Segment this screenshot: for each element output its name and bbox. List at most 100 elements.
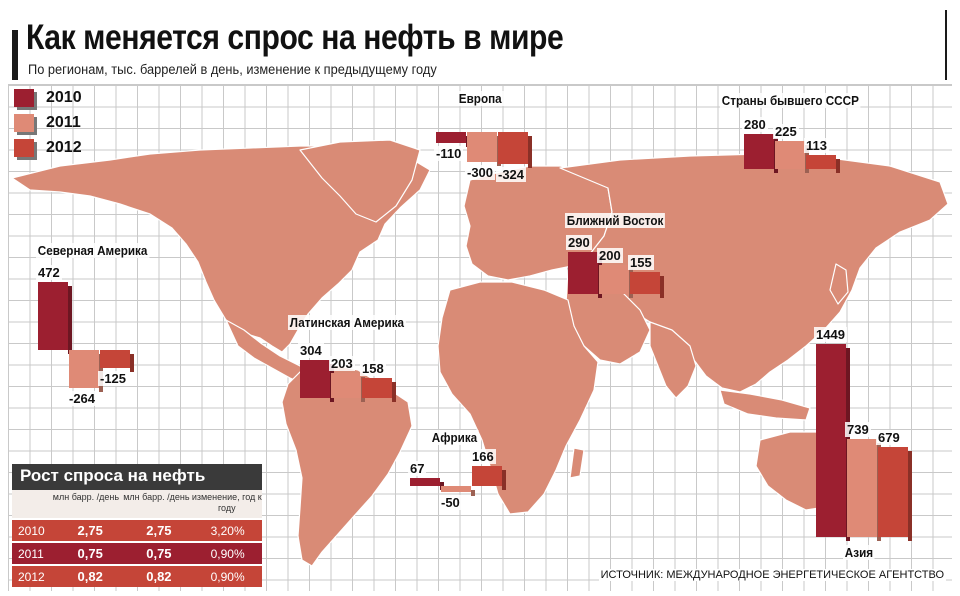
legend-item-2011: 2011 <box>14 112 81 134</box>
table-row: 2011 0,75 0,75 0,90% <box>12 541 262 564</box>
table-header-cell: млн барр. /день <box>123 492 190 502</box>
bar-2011 <box>441 486 471 492</box>
region-label-europe: Европа <box>457 91 504 106</box>
bar-side <box>68 285 72 354</box>
table-row: 2010 2,75 2,75 3,20% <box>12 518 262 541</box>
legend-label: 2011 <box>46 114 81 131</box>
table-header-cell <box>12 490 51 518</box>
title-right-rule <box>945 10 947 80</box>
bar-2010 <box>816 344 846 537</box>
bar-side <box>471 490 475 496</box>
table-cell-year: 2011 <box>18 546 44 561</box>
bar-side <box>130 354 134 373</box>
bar-value-label: -50 <box>439 495 462 510</box>
region-label-former-ussr: Страны бывшего СССР <box>720 93 861 108</box>
bar-2012 <box>806 154 836 169</box>
table-cell: 3,20% <box>210 523 245 538</box>
bar-value-label: -300 <box>465 165 496 180</box>
africa-landmass <box>437 281 599 515</box>
madagascar-landmass <box>569 447 585 479</box>
table-cell: 0,90% <box>210 569 245 584</box>
legend-item-2010: 2010 <box>14 87 82 109</box>
bar-value-label: 200 <box>597 248 623 263</box>
bar-value-label: 67 <box>408 460 427 476</box>
legend-swatch-2011 <box>14 114 34 132</box>
bar-2011 <box>775 140 805 169</box>
table-cell: 0,75 <box>146 546 172 561</box>
chart-subtitle: По регионам, тыс. баррелей в день, измен… <box>28 62 437 77</box>
bar-value-label: 304 <box>298 343 324 358</box>
region-label-africa: Африка <box>430 430 479 445</box>
greenland-landmass <box>299 139 421 223</box>
bar-value-label: 739 <box>845 421 871 437</box>
bar-side <box>836 158 840 173</box>
bar-value-label: 280 <box>742 117 768 132</box>
region-label-north-america: Северная Америка <box>36 243 150 258</box>
table-row: 2012 0,82 0,82 0,90% <box>12 564 262 587</box>
japan-landmass <box>829 263 849 305</box>
bar-2010 <box>410 477 440 486</box>
bar-2010 <box>38 281 68 350</box>
bar-value-label: 166 <box>470 449 496 465</box>
bar-2012 <box>498 132 528 165</box>
table-cell: 2,75 <box>146 523 172 538</box>
table-cell-year: 2010 <box>18 523 45 538</box>
bar-side <box>528 136 532 169</box>
bar-value-label: 113 <box>804 137 829 153</box>
bar-value-label: 158 <box>360 361 386 377</box>
south-america-landmass <box>281 363 413 567</box>
legend-swatch-2012 <box>14 139 34 157</box>
bar-side <box>502 470 506 490</box>
table-cell: 0,82 <box>77 569 103 584</box>
bar-2012 <box>630 271 660 294</box>
bar-value-label: -110 <box>434 146 464 161</box>
bar-2011 <box>847 438 877 537</box>
region-label-asia: Азия <box>843 545 875 560</box>
bar-value-label: 203 <box>329 355 355 371</box>
sea-islands-landmass <box>719 389 811 421</box>
bar-value-label: 155 <box>628 254 654 270</box>
india-landmass <box>649 321 697 399</box>
bar-2011 <box>599 265 629 294</box>
bar-side <box>660 275 664 298</box>
bar-value-label: 1449 <box>814 327 847 343</box>
bar-2010 <box>568 251 598 294</box>
bar-value-label: -324 <box>496 167 527 183</box>
bar-side <box>440 481 444 490</box>
bar-2012 <box>878 446 908 537</box>
bar-2010 <box>744 134 774 169</box>
bar-2010 <box>436 132 466 143</box>
bar-value-label: -125 <box>98 371 129 387</box>
bar-2011 <box>467 132 497 162</box>
table-header-cell: млн барр. /день <box>52 492 120 502</box>
bar-2012 <box>100 350 130 369</box>
table-cell: 0,82 <box>146 569 172 584</box>
source-note: ИСТОЧНИК: МЕЖДУНАРОДНОЕ ЭНЕРГЕТИЧЕСКОЕ А… <box>598 569 946 581</box>
bar-value-label: 290 <box>566 234 592 250</box>
bar-2010 <box>300 360 330 398</box>
chart-title: Как меняется спрос на нефть в мире <box>26 18 564 57</box>
bar-side <box>392 382 396 402</box>
legend-label: 2012 <box>46 139 82 156</box>
table-title: Рост спроса на нефть <box>12 464 262 490</box>
legend-swatch-2010 <box>14 89 34 107</box>
table-cell: 2,75 <box>77 523 103 538</box>
legend-label: 2010 <box>46 89 82 106</box>
table-header-cell: изменение, год к году <box>191 492 262 513</box>
table-cell: 0,75 <box>77 546 103 561</box>
table-cell: 0,90% <box>210 546 245 561</box>
region-label-latin-america: Латинская Америка <box>288 315 406 330</box>
bar-value-label: -264 <box>67 391 98 407</box>
bar-value-label: 225 <box>773 123 799 139</box>
bar-value-label: 472 <box>36 264 62 280</box>
table-header-row: млн барр. /день млн барр. /день изменени… <box>12 490 262 518</box>
bar-value-label: 679 <box>876 429 902 445</box>
north-america-landmass <box>11 145 431 353</box>
bar-2011 <box>69 350 99 389</box>
title-accent-bar <box>12 30 18 80</box>
table-cell-year: 2012 <box>18 569 45 584</box>
bar-side <box>908 450 912 541</box>
region-label-middle-east: Ближний Восток <box>565 213 666 228</box>
legend-item-2012: 2012 <box>14 137 82 159</box>
bar-2011 <box>331 372 361 398</box>
